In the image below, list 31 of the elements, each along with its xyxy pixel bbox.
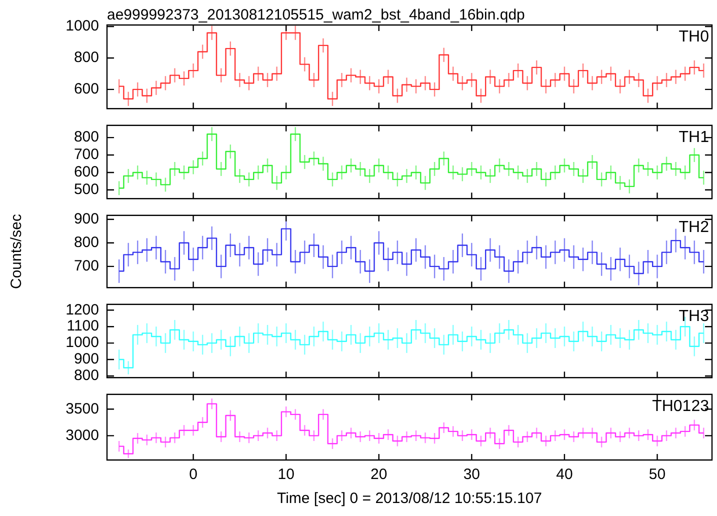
x-tick-label: 20 [370,466,388,484]
y-tick-label: 500 [74,181,99,198]
y-tick-label: 800 [74,49,99,66]
y-tick-label: 3000 [66,426,99,444]
x-tick-label: 50 [648,466,666,484]
series-label: TH3 [678,308,710,325]
y-tick-label: 900 [74,350,99,368]
x-tick-label: 30 [463,466,480,484]
x-tick-label: 0 [189,466,198,484]
y-tick-label: 1100 [66,318,99,335]
y-tick-label: 1200 [66,301,99,318]
x-axis-title: Time [sec] 0 = 2013/08/12 10:55:15.107 [276,490,542,508]
series-label: TH1 [678,128,710,146]
series-label: TH2 [678,218,710,236]
y-tick-label: 700 [74,258,99,275]
y-tick-label: 900 [74,210,99,228]
y-tick-label: 600 [74,164,99,181]
y-tick-label: 3500 [66,400,99,418]
y-tick-label: 800 [74,367,99,384]
y-tick-label: 1000 [66,18,99,35]
x-tick-label: 40 [556,466,573,484]
chart-title: ae999992373_20130812105515_wam2_bst_4band_16bin.qdp [107,6,525,24]
y-tick-label: 600 [74,80,99,98]
series-label: TH0123 [652,398,710,415]
y-axis-title: Counts/sec [8,213,26,290]
x-tick-label: 10 [278,466,294,484]
y-tick-label: 800 [74,234,99,252]
series-label: TH0 [678,28,710,46]
y-tick-label: 800 [74,128,99,146]
y-tick-label: 1000 [66,334,99,352]
y-tick-label: 700 [74,146,99,164]
